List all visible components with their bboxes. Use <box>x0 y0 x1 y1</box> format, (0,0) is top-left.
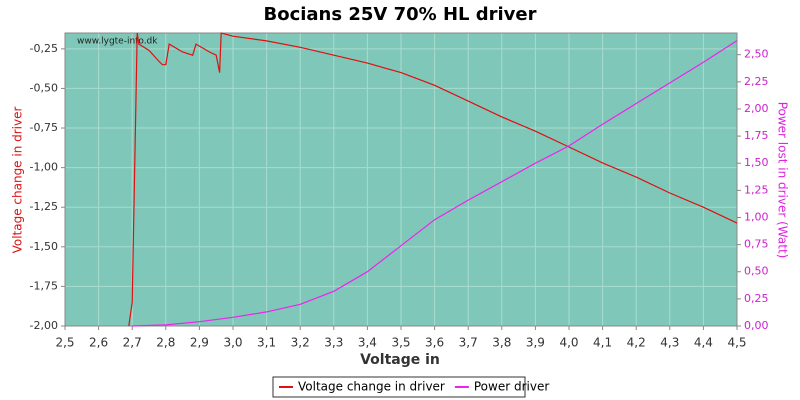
y-tick-label: -0,75 <box>30 121 58 134</box>
x-tick-label: 4,4 <box>694 336 713 350</box>
x-tick-label: 3,1 <box>257 336 276 350</box>
x-tick-label: 3,9 <box>526 336 545 350</box>
x-tick-label: 4,0 <box>559 336 578 350</box>
y-tick-label: -1,50 <box>30 240 58 253</box>
y2-tick-label: 1,25 <box>744 183 769 196</box>
y2-tick-label: 0,75 <box>744 238 769 251</box>
x-tick-label: 2,7 <box>123 336 142 350</box>
y2-tick-label: 0,00 <box>744 319 769 332</box>
y2-axis-label: Power lost in driver (Watt) <box>776 102 790 259</box>
y-tick-label: -1,25 <box>30 200 58 213</box>
x-tick-label: 3,0 <box>223 336 242 350</box>
legend-label: Voltage change in driver <box>298 380 445 394</box>
y-tick-label: -0,25 <box>30 42 58 55</box>
y2-tick-label: 1,00 <box>744 210 769 223</box>
y-tick-label: -1,00 <box>30 161 58 174</box>
y-axis-label: Voltage change in driver <box>11 107 25 254</box>
legend-box <box>272 376 526 398</box>
x-tick-label: 3,2 <box>291 336 310 350</box>
x-axis-label: Voltage in <box>360 352 440 368</box>
legend-label: Power driver <box>474 380 549 394</box>
chart-title: Bocians 25V 70% HL driver <box>263 4 536 25</box>
y2-tick-label: 1,50 <box>744 156 769 169</box>
y-tick-label: -0,50 <box>30 81 58 94</box>
y2-tick-label: 2,25 <box>744 75 769 88</box>
y-tick-label: -1,75 <box>30 279 58 292</box>
watermark: www.lygte-info.dk <box>77 37 158 47</box>
y-tick-label: -2,00 <box>30 319 58 332</box>
series-line <box>128 32 738 327</box>
series-line <box>132 40 738 327</box>
y2-tick-label: 1,75 <box>744 129 769 142</box>
x-tick-label: 3,8 <box>492 336 511 350</box>
y2-tick-label: 2,50 <box>744 48 769 61</box>
x-tick-label: 4,5 <box>727 336 746 350</box>
x-tick-label: 2,5 <box>55 336 74 350</box>
y2-tick-label: 0,50 <box>744 265 769 278</box>
x-tick-label: 3,6 <box>425 336 444 350</box>
x-tick-label: 3,7 <box>459 336 478 350</box>
x-tick-label: 3,4 <box>358 336 377 350</box>
plot-frame <box>64 32 738 327</box>
x-tick-label: 3,3 <box>324 336 343 350</box>
x-tick-label: 4,3 <box>660 336 679 350</box>
x-tick-label: 4,1 <box>593 336 612 350</box>
x-tick-label: 2,6 <box>89 336 108 350</box>
x-tick-label: 3,5 <box>391 336 410 350</box>
x-tick-label: 4,2 <box>627 336 646 350</box>
x-tick-label: 2,8 <box>156 336 175 350</box>
y2-tick-label: 0,25 <box>744 292 769 305</box>
x-tick-label: 2,9 <box>190 336 209 350</box>
y2-tick-label: 2,00 <box>744 102 769 115</box>
